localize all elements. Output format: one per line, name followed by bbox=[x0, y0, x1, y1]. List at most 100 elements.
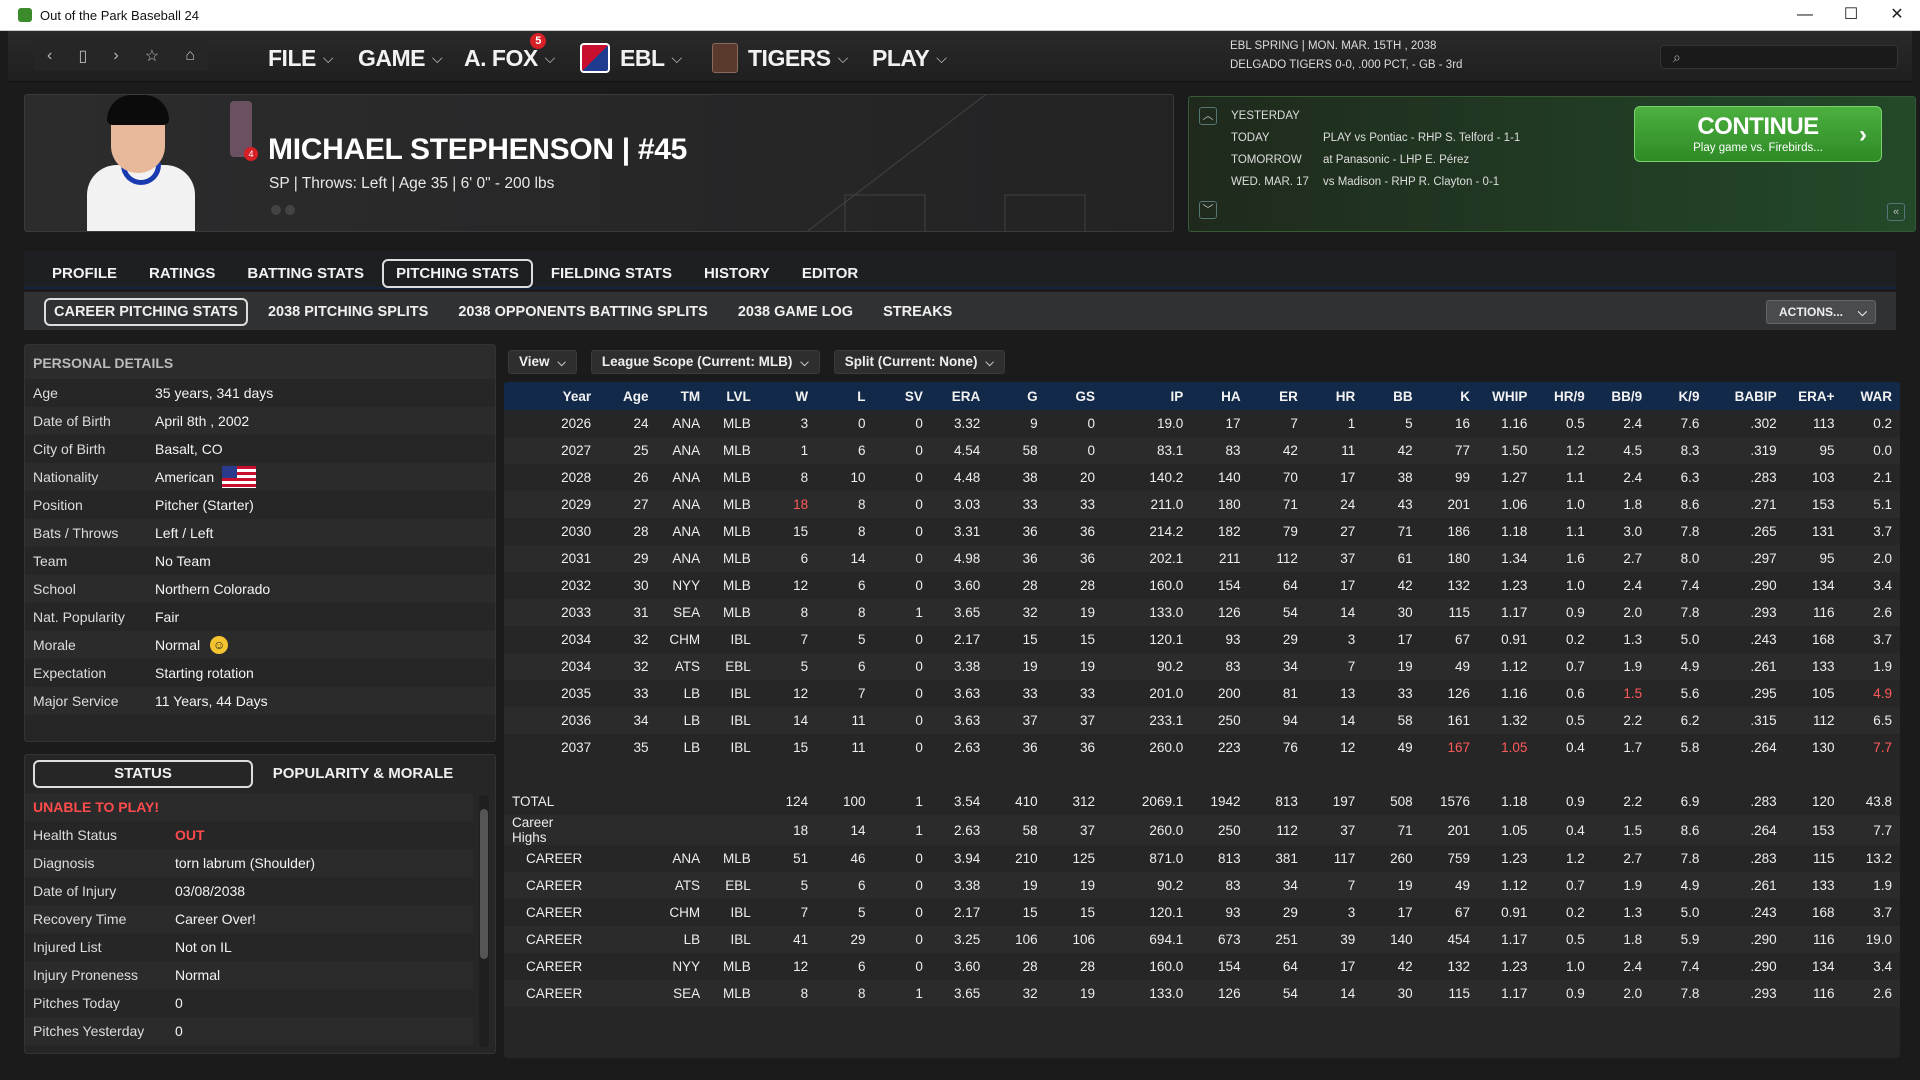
schedule-row[interactable]: TODAY PLAY vs Pontiac - RHP S. Telford - … bbox=[1231, 127, 1520, 149]
subtab-2038-opponents-batting-splits[interactable]: 2038 OPPONENTS BATTING SPLITS bbox=[458, 304, 708, 320]
forward-icon[interactable]: › bbox=[113, 47, 119, 64]
table-row[interactable]: 2030 28 ANA MLB 15 8 0 3.31 36 36 214.2 182 79 27 71 18… bbox=[504, 518, 1900, 545]
column-header[interactable]: IP bbox=[1170, 388, 1184, 404]
column-header[interactable]: ERA+ bbox=[1798, 388, 1835, 404]
menu-team[interactable]: TIGERS ⌵ bbox=[712, 43, 848, 73]
page-dot[interactable] bbox=[285, 205, 295, 215]
table-row[interactable]: 2033 31 SEA MLB 8 8 1 3.65 32 19 133.0 126 54 14 30 115… bbox=[504, 599, 1900, 626]
stat-cell: 6.9 bbox=[1680, 794, 1700, 809]
menu-game[interactable]: GAME ⌵ bbox=[358, 43, 443, 73]
scrollbar-thumb[interactable] bbox=[480, 809, 488, 959]
close-button[interactable]: ✕ bbox=[1890, 6, 1904, 23]
menu-file[interactable]: FILE ⌵ bbox=[268, 43, 333, 73]
table-row[interactable]: 2037 35 LB IBL 15 11 0 2.63 36 36 260.0 223 76 12 49 16… bbox=[504, 734, 1900, 761]
tab-pitching-stats[interactable]: PITCHING STATS bbox=[382, 259, 533, 288]
back-icon[interactable]: ‹ bbox=[47, 47, 53, 64]
table-row[interactable]: 2026 24 ANA MLB 3 0 0 3.32 9 0 19.0 17 7 1 5 16 1.16 0.5 2… bbox=[504, 410, 1900, 437]
table-row[interactable]: 2031 29 ANA MLB 6 14 0 4.98 36 36 202.1 211 112 37 61 1… bbox=[504, 545, 1900, 572]
column-header[interactable]: ERA bbox=[951, 388, 981, 404]
column-header[interactable]: BABIP bbox=[1734, 388, 1777, 404]
table-row[interactable]: 2034 32 ATS EBL 5 6 0 3.38 19 19 90.2 83 34 7 19 49 1.12… bbox=[504, 653, 1900, 680]
table-row[interactable]: 2028 26 ANA MLB 8 10 0 4.48 38 20 140.2 140 70 17 38 99… bbox=[504, 464, 1900, 491]
column-header[interactable]: TM bbox=[680, 388, 701, 404]
tab-fielding-stats[interactable]: FIELDING STATS bbox=[550, 265, 672, 282]
column-header[interactable]: HR/9 bbox=[1553, 388, 1585, 404]
schedule-row[interactable]: WED. MAR. 17 vs Madison - RHP R. Clayton … bbox=[1231, 171, 1520, 193]
schedule-row[interactable]: TOMORROW at Panasonic - LHP E. Pérez bbox=[1231, 149, 1520, 171]
filter-dropdown[interactable]: Split (Current: None) ⌵ bbox=[833, 350, 1005, 374]
filter-dropdown[interactable]: League Scope (Current: MLB) ⌵ bbox=[590, 350, 820, 374]
search-input[interactable]: ⌕ bbox=[1660, 45, 1898, 69]
status-row: Injured List Not on IL bbox=[25, 933, 473, 961]
tab-popularity-morale[interactable]: POPULARITY & MORALE bbox=[272, 765, 454, 782]
personal-row[interactable]: School Northern Colorado bbox=[25, 575, 495, 603]
chevron-up-icon[interactable]: ︿ bbox=[1199, 107, 1217, 125]
page-icon[interactable]: ▯ bbox=[78, 48, 88, 65]
column-header[interactable]: ER bbox=[1279, 388, 1298, 404]
column-header[interactable]: L bbox=[857, 388, 866, 404]
column-header[interactable]: LVL bbox=[726, 388, 751, 404]
table-row[interactable]: 2036 34 LB IBL 14 11 0 3.63 37 37 233.1 250 94 14 58 16… bbox=[504, 707, 1900, 734]
schedule-row[interactable]: YESTERDAY bbox=[1231, 105, 1520, 127]
summary-row[interactable]: CAREER CHM IBL 7 5 0 2.17 15 15 120.1 93 29 3 17 67 0.9… bbox=[504, 899, 1900, 926]
tab-history[interactable]: HISTORY bbox=[703, 265, 770, 282]
chevron-down-icon[interactable]: ﹀ bbox=[1199, 201, 1217, 219]
menu-manager[interactable]: A. FOX ⌵ 5 bbox=[464, 33, 555, 73]
summary-row[interactable]: CAREER ATS EBL 5 6 0 3.38 19 19 90.2 83 34 7 19 49 1.12… bbox=[504, 872, 1900, 899]
stat-cell: 28 bbox=[1022, 578, 1038, 593]
tab-profile[interactable]: PROFILE bbox=[52, 265, 118, 282]
tab-status[interactable]: STATUS bbox=[33, 760, 253, 788]
column-header[interactable]: HR bbox=[1335, 388, 1356, 404]
minimize-button[interactable]: — bbox=[1797, 6, 1813, 23]
column-header[interactable]: SV bbox=[904, 388, 923, 404]
stat-cell: 14 bbox=[1340, 986, 1356, 1001]
column-header[interactable]: G bbox=[1027, 388, 1038, 404]
subtab-2038-game-log[interactable]: 2038 GAME LOG bbox=[737, 304, 854, 320]
menu-league[interactable]: EBL ⌵ bbox=[580, 43, 682, 73]
column-header[interactable]: BB/9 bbox=[1611, 388, 1643, 404]
stat-cell: 160.0 bbox=[1149, 578, 1184, 593]
table-row[interactable]: 2034 32 CHM IBL 7 5 0 2.17 15 15 120.1 93 29 3 17 67 0.9… bbox=[504, 626, 1900, 653]
subtab-career-pitching-stats[interactable]: CAREER PITCHING STATS bbox=[44, 298, 248, 326]
personal-row[interactable]: Team No Team bbox=[25, 547, 495, 575]
column-header[interactable]: K bbox=[1460, 388, 1471, 404]
filter-dropdown[interactable]: View ⌵ bbox=[508, 350, 577, 374]
column-header[interactable]: K/9 bbox=[1678, 388, 1700, 404]
summary-row[interactable]: CAREER LB IBL 41 29 0 3.25 106 106 694.1 673 251 39 1… bbox=[504, 926, 1900, 953]
star-icon[interactable]: ☆ bbox=[144, 48, 160, 65]
column-header[interactable]: Age bbox=[623, 388, 649, 404]
column-header[interactable]: WHIP bbox=[1492, 388, 1528, 404]
summary-row[interactable]: CAREER ANA MLB 51 46 0 3.94 210 125 871.0 813 381 11… bbox=[504, 845, 1900, 872]
collapse-icon[interactable]: « bbox=[1887, 203, 1905, 221]
table-row[interactable]: 2032 30 NYY MLB 12 6 0 3.60 28 28 160.0 154 64 17 42 13… bbox=[504, 572, 1900, 599]
table-row[interactable]: 2027 25 ANA MLB 1 6 0 4.54 58 0 83.1 83 42 11 42 77 1.50… bbox=[504, 437, 1900, 464]
menu-play[interactable]: PLAY ⌵ bbox=[872, 43, 947, 73]
column-header[interactable]: Year bbox=[562, 388, 592, 404]
tab-ratings[interactable]: RATINGS bbox=[149, 265, 216, 282]
summary-row[interactable]: Career Highs 18 14 1 2.63 58 37 260.0 250 112 37 71… bbox=[504, 815, 1900, 845]
table-row[interactable]: 2029 27 ANA MLB 18 8 0 3.03 33 33 211.0 180 71 24 43 20… bbox=[504, 491, 1900, 518]
personal-row[interactable]: City of Birth Basalt, CO bbox=[25, 435, 495, 463]
summary-row[interactable]: TOTAL 124 100 1 3.54 410 312 2069.1 1942 813 197 50… bbox=[504, 788, 1900, 815]
column-header[interactable]: W bbox=[795, 388, 809, 404]
tab-editor[interactable]: EDITOR bbox=[801, 265, 859, 282]
subtab-2038-pitching-splits[interactable]: 2038 PITCHING SPLITS bbox=[267, 304, 429, 320]
column-header[interactable]: BB bbox=[1393, 388, 1413, 404]
detail-value: Fair bbox=[155, 609, 179, 625]
home-icon[interactable]: ⌂ bbox=[185, 47, 195, 64]
scrollbar[interactable] bbox=[479, 795, 489, 1047]
summary-row[interactable]: CAREER NYY MLB 12 6 0 3.60 28 28 160.0 154 64 17 42 13… bbox=[504, 953, 1900, 980]
subtab-streaks[interactable]: STREAKS bbox=[883, 304, 953, 320]
maximize-button[interactable]: ☐ bbox=[1843, 6, 1859, 23]
tab-batting-stats[interactable]: BATTING STATS bbox=[247, 265, 365, 282]
continue-button[interactable]: CONTINUE Play game vs. Firebirds... › bbox=[1634, 106, 1882, 162]
actions-dropdown[interactable]: ACTIONS... ⌵ bbox=[1766, 300, 1876, 324]
stat-cell: 6 bbox=[858, 443, 866, 458]
summary-row[interactable]: CAREER SEA MLB 8 8 1 3.65 32 19 133.0 126 54 14 30 115… bbox=[504, 980, 1900, 1007]
column-header[interactable]: HA bbox=[1221, 388, 1241, 404]
table-row[interactable]: 2035 33 LB IBL 12 7 0 3.63 33 33 201.0 200 81 13 33 126… bbox=[504, 680, 1900, 707]
column-header[interactable]: GS bbox=[1075, 388, 1095, 404]
page-dot[interactable] bbox=[271, 205, 281, 215]
column-header[interactable]: WAR bbox=[1860, 388, 1893, 404]
status-label: Diagnosis bbox=[33, 855, 95, 871]
